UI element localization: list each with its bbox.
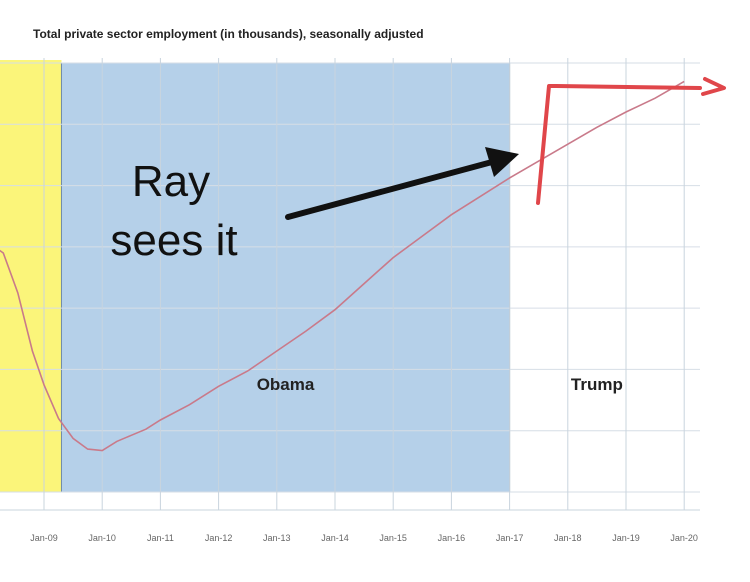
x-tick-labels: Jan-09 Jan-10 Jan-11 Jan-12 Jan-13 Jan-14 Jan-…: [30, 533, 698, 543]
region-band-0: [0, 60, 62, 492]
x-tick-label: Jan-11: [147, 533, 174, 543]
region-band-1: [60, 62, 511, 493]
region-label-2: Trump: [571, 375, 623, 394]
annotation-text-line-2: sees it: [110, 216, 237, 265]
x-tick-label: Jan-14: [321, 533, 349, 543]
series-line-0: [0, 80, 685, 452]
chart-title: Total private sector employment (in thou…: [33, 27, 424, 41]
hand-drawn-jump-line: [536, 84, 702, 205]
x-tick-label: Jan-09: [30, 533, 58, 543]
x-tick-label: Jan-17: [496, 533, 524, 543]
hand-drawn-arrowhead-icon: [701, 77, 726, 96]
annotation-text-line-1: Ray: [132, 157, 210, 206]
grid-layer: [0, 58, 700, 511]
region-label-1: Obama: [257, 375, 315, 394]
x-tick-label: Jan-13: [263, 533, 291, 543]
x-tick-label: Jan-16: [438, 533, 466, 543]
x-tick-label: Jan-15: [379, 533, 407, 543]
series-layer: [0, 80, 685, 452]
annotation-arrow-shaft: [285, 159, 495, 220]
x-tick-label: Jan-10: [88, 533, 116, 543]
x-tick-label: Jan-18: [554, 533, 582, 543]
x-tick-label: Jan-19: [612, 533, 640, 543]
regions-layer: [0, 60, 511, 493]
x-tick-label: Jan-12: [205, 533, 233, 543]
annotation-arrowhead-icon: [485, 147, 519, 177]
region-labels-layer: Obama Trump: [257, 375, 623, 394]
x-tick-label: Jan-20: [670, 533, 698, 543]
